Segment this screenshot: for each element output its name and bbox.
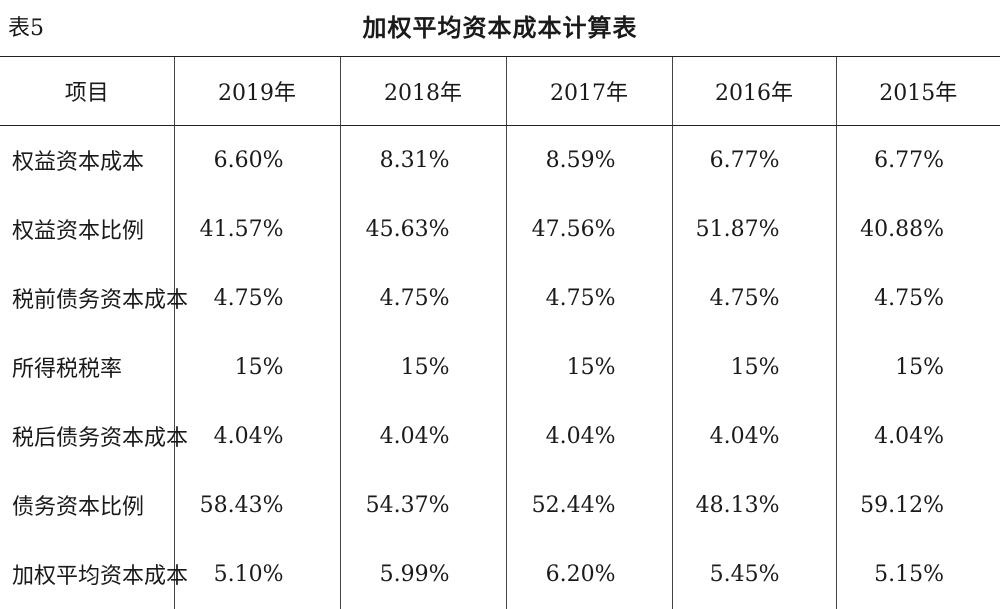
table-cell: 4.75% [173, 263, 340, 333]
table-cell: 51.87% [671, 194, 836, 264]
table-cell: 59.12% [835, 470, 1000, 540]
table-cell: 15% [339, 332, 506, 402]
table-cell: 4.04% [671, 401, 836, 471]
table-cell: 45.63% [339, 194, 506, 264]
column-header-year: 2018年 [339, 56, 506, 126]
table-caption: 表5 加权平均资本成本计算表 [0, 0, 1000, 56]
table-cell: 4.75% [835, 263, 1000, 333]
table-cell: 4.04% [339, 401, 506, 471]
table-cell: 4.04% [173, 401, 340, 471]
table-number: 表5 [8, 16, 44, 41]
table-cell: 6.20% [505, 539, 672, 609]
table-cell: 4.04% [835, 401, 1000, 471]
table-cell: 54.37% [339, 470, 506, 540]
table-row: 权益资本比例 41.57% 45.63% 47.56% 51.87% 40.88% [0, 194, 1000, 264]
table-cell: 47.56% [505, 194, 672, 264]
row-label: 税前债务资本成本 [12, 288, 189, 313]
column-header-year: 2019年 [173, 56, 340, 126]
row-label: 税后债务资本成本 [12, 426, 189, 451]
column-header-year: 2016年 [671, 56, 836, 126]
column-header-year: 2015年 [835, 56, 1000, 126]
table-cell: 15% [173, 332, 340, 402]
row-label: 债务资本比例 [12, 495, 145, 520]
table-cell: 8.59% [505, 125, 672, 195]
table-cell: 58.43% [173, 470, 340, 540]
table-cell: 8.31% [339, 125, 506, 195]
table-cell: 40.88% [835, 194, 1000, 264]
row-label: 权益资本比例 [12, 219, 145, 244]
table-row: 权益资本成本 6.60% 8.31% 8.59% 6.77% 6.77% [0, 125, 1000, 195]
column-header-item: 项目 [0, 56, 174, 126]
table-cell: 6.77% [835, 125, 1000, 195]
table-title: 加权平均资本成本计算表 [362, 13, 638, 42]
table-row: 税前债务资本成本 4.75% 4.75% 4.75% 4.75% 4.75% [0, 263, 1000, 333]
table-cell: 5.45% [671, 539, 836, 609]
table-cell: 5.15% [835, 539, 1000, 609]
table-cell: 6.60% [173, 125, 340, 195]
table-cell: 4.04% [505, 401, 672, 471]
table-cell: 15% [835, 332, 1000, 402]
table-cell: 41.57% [173, 194, 340, 264]
row-label: 权益资本成本 [12, 150, 145, 176]
table-row: 债务资本比例 58.43% 54.37% 52.44% 48.13% 59.12% [0, 470, 1000, 540]
table-cell: 48.13% [671, 470, 836, 540]
header-row: 项目 2019年 2018年 2017年 2016年 2015年 [0, 56, 1000, 126]
table-cell: 15% [671, 332, 836, 402]
table-cell: 5.99% [339, 539, 506, 609]
table-cell: 6.77% [671, 125, 836, 195]
row-label: 加权平均资本成本 [12, 564, 189, 589]
wacc-table: 项目 2019年 2018年 2017年 2016年 2015年 权益资本成本 6… [0, 56, 1000, 609]
table-row: 加权平均资本成本 5.10% 5.99% 6.20% 5.45% 5.15% [0, 539, 1000, 609]
row-label: 所得税税率 [12, 357, 123, 382]
table-cell: 4.75% [339, 263, 506, 333]
table-cell: 52.44% [505, 470, 672, 540]
table-cell: 15% [505, 332, 672, 402]
table-cell: 5.10% [173, 539, 340, 609]
table-row: 税后债务资本成本 4.04% 4.04% 4.04% 4.04% 4.04% [0, 401, 1000, 471]
table-cell: 4.75% [671, 263, 836, 333]
column-header-year: 2017年 [505, 56, 672, 126]
table-cell: 4.75% [505, 263, 672, 333]
table-row: 所得税税率 15% 15% 15% 15% 15% [0, 332, 1000, 402]
